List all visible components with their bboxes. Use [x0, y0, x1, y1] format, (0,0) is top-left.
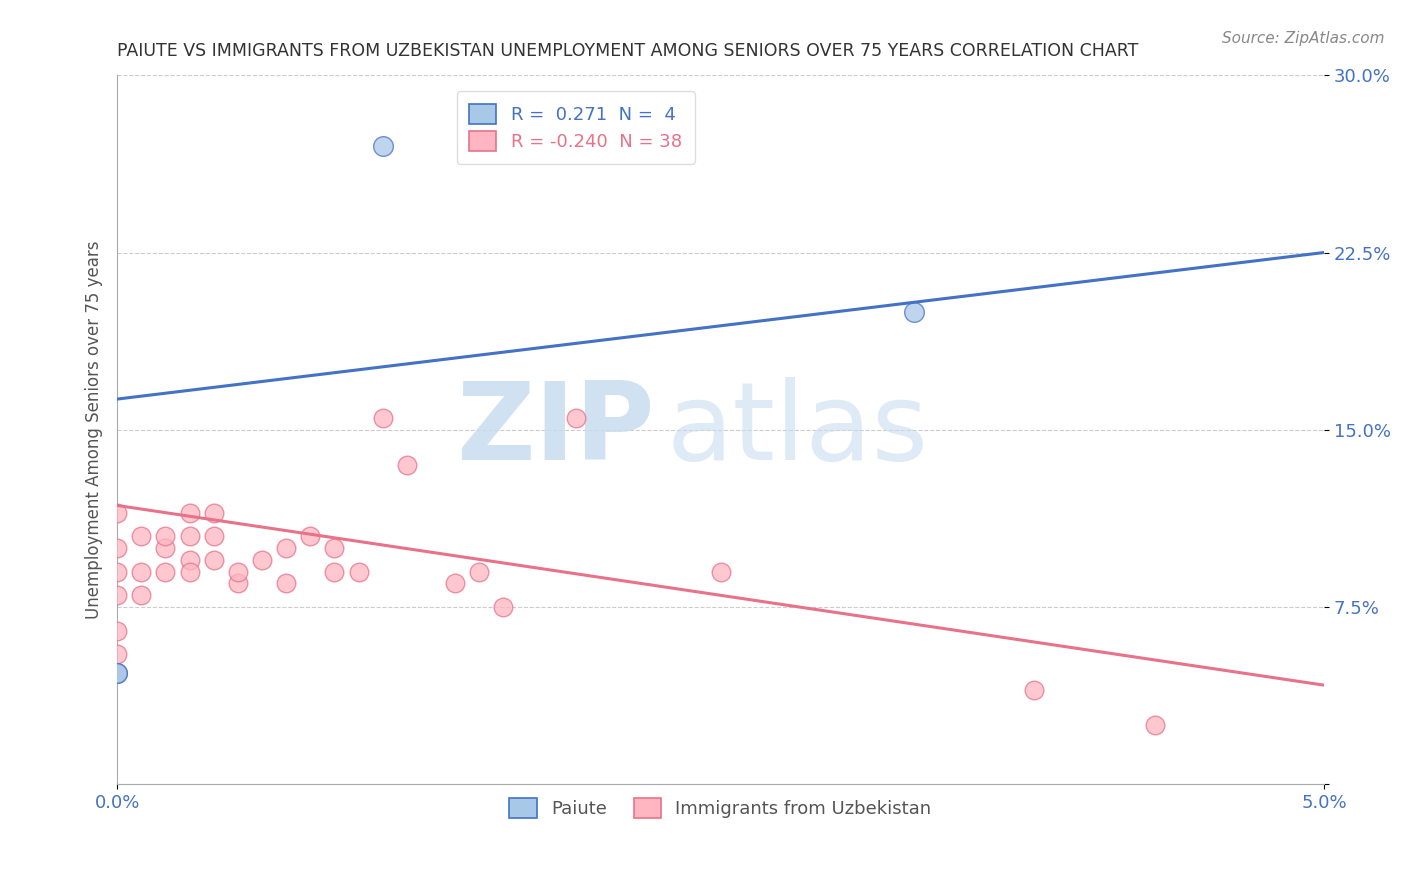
Point [250, 553, 273, 567]
Point [179, 565, 201, 579]
Point [105, 588, 128, 602]
Legend: Paiute, Immigrants from Uzbekistan: Paiute, Immigrants from Uzbekistan [502, 790, 939, 825]
Point [105, 648, 128, 662]
Point [323, 541, 346, 555]
Point [105, 666, 128, 681]
Point [202, 529, 225, 543]
Point [105, 666, 128, 681]
Text: Source: ZipAtlas.com: Source: ZipAtlas.com [1222, 31, 1385, 46]
Point [202, 506, 225, 520]
Point [371, 139, 394, 153]
Point [903, 304, 925, 318]
Point [105, 565, 128, 579]
Text: PAIUTE VS IMMIGRANTS FROM UZBEKISTAN UNEMPLOYMENT AMONG SENIORS OVER 75 YEARS CO: PAIUTE VS IMMIGRANTS FROM UZBEKISTAN UNE… [117, 42, 1139, 60]
Point [1024, 682, 1046, 697]
Point [131, 588, 153, 602]
Point [105, 624, 128, 638]
Y-axis label: Unemployment Among Seniors over 75 years: Unemployment Among Seniors over 75 years [86, 241, 103, 619]
Point [155, 529, 177, 543]
Point [276, 576, 298, 591]
Point [131, 565, 153, 579]
Text: ZIP: ZIP [456, 376, 654, 483]
Point [323, 565, 346, 579]
Point [444, 576, 467, 591]
Point [276, 541, 298, 555]
Point [468, 565, 491, 579]
Point [155, 541, 177, 555]
Point [105, 541, 128, 555]
Point [492, 600, 515, 615]
Point [179, 553, 201, 567]
Point [131, 529, 153, 543]
Point [347, 565, 370, 579]
Point [564, 411, 586, 425]
Point [105, 506, 128, 520]
Point [226, 565, 249, 579]
Point [709, 565, 731, 579]
Point [395, 458, 418, 473]
Point [371, 411, 394, 425]
Point [1143, 718, 1166, 732]
Point [226, 576, 249, 591]
Point [155, 565, 177, 579]
Text: atlas: atlas [666, 376, 928, 483]
Point [299, 529, 322, 543]
Point [179, 529, 201, 543]
Point [179, 506, 201, 520]
Point [202, 553, 225, 567]
Point [105, 666, 128, 681]
